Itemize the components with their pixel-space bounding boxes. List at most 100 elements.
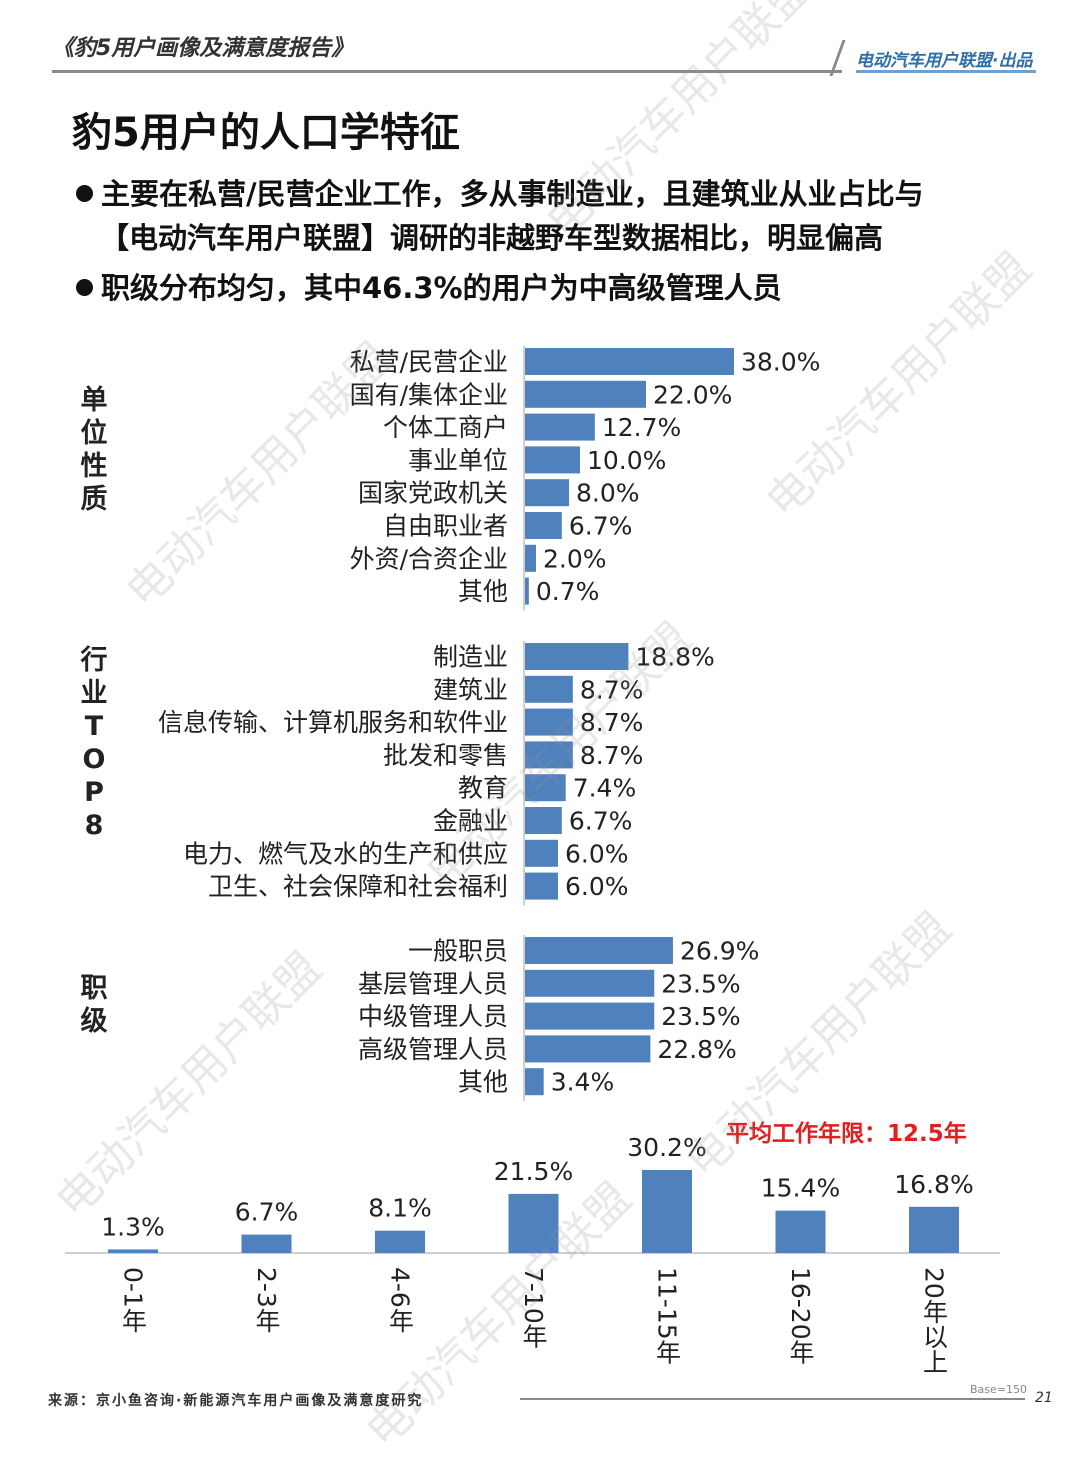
section-label-unit: 单位性质 [80, 385, 108, 515]
industry-value-label: 7.4% [573, 774, 637, 803]
report-title: 《豹5用户画像及满意度报告》 [52, 36, 354, 61]
level-category-label: 高级管理人员 [358, 1035, 508, 1064]
unit-category-label: 自由职业者 [383, 512, 508, 541]
page-number: 21 [1035, 1390, 1053, 1406]
level-category-label: 其他 [458, 1068, 508, 1097]
years-value-label: 8.1% [368, 1194, 432, 1223]
industry-bar [525, 741, 573, 769]
years-value-label: 15.4% [761, 1174, 840, 1203]
industry-category-label: 信息传输、计算机服务和软件业 [158, 708, 508, 737]
industry-category-label: 电力、燃气及水的生产和供应 [183, 839, 508, 868]
bullet-1: 主要在私营/民营企业工作，多从事制造业，且建筑业从业占比与 [76, 172, 924, 216]
industry-bar [525, 643, 629, 670]
industry-bar [525, 807, 562, 834]
bullet-dot-icon [76, 278, 93, 296]
base-note: Base=150 [970, 1383, 1027, 1396]
level-value-label: 3.4% [551, 1068, 615, 1097]
industry-value-label: 8.7% [580, 675, 644, 704]
section-label-level: 职级 [80, 973, 108, 1037]
industry-value-label: 6.7% [569, 807, 633, 836]
unit-bar [525, 577, 529, 605]
level-value-label: 22.8% [657, 1035, 736, 1064]
industry-value-label: 6.0% [565, 872, 629, 901]
bullet-2-line-1: 职级分布均匀，其中46.3%的用户为中高级管理人员 [101, 271, 782, 305]
years-value-label: 30.2% [627, 1133, 706, 1162]
industry-label-char: T [84, 711, 104, 742]
years-category-label: 11-15年 [653, 1267, 682, 1365]
unit-bar [525, 348, 734, 375]
average-years-note: 平均工作年限：12.5年 [726, 1120, 967, 1147]
unit-category-label: 国有/集体企业 [350, 380, 508, 409]
bullet-1-line-1: 主要在私营/民营企业工作，多从事制造业，且建筑业从业占比与 [101, 177, 924, 211]
industry-label-char: P [84, 777, 104, 808]
source-note: 来源：京小鱼咨询·新能源汽车用户画像及满意度研究 [48, 1393, 424, 1409]
unit-category-label: 其他 [458, 577, 508, 606]
industry-value-label: 6.0% [565, 839, 629, 868]
unit-bar [525, 380, 646, 408]
footer-divider [520, 1398, 1025, 1400]
level-value-label: 26.9% [680, 937, 759, 966]
years-value-label: 21.5% [494, 1157, 573, 1186]
years-category-label: 7-10年 [519, 1267, 548, 1349]
industry-value-label: 18.8% [635, 643, 714, 672]
years-category-label: 2-3年 [252, 1267, 281, 1333]
years-category-label: 16-20年 [786, 1267, 815, 1365]
unit-bar [525, 512, 562, 539]
level-bar [525, 1002, 655, 1030]
industry-bar [525, 872, 558, 900]
years-category-label: 0-1年 [119, 1267, 148, 1333]
level-bar [525, 937, 673, 964]
level-bar [525, 1068, 544, 1096]
page-title: 豹5用户的人口学特征 [72, 110, 460, 156]
unit-category-label: 个体工商户 [383, 413, 508, 442]
industry-label-char: 8 [84, 810, 104, 841]
industry-category-label: 批发和零售 [383, 741, 508, 770]
years-value-label: 6.7% [235, 1198, 299, 1227]
unit-value-label: 0.7% [536, 577, 600, 606]
years-bar [642, 1169, 692, 1253]
industry-bar [525, 708, 573, 736]
unit-value-label: 10.0% [587, 446, 666, 475]
unit-category-label: 国家党政机关 [358, 479, 508, 508]
unit-value-label: 2.0% [543, 544, 607, 573]
unit-value-label: 22.0% [653, 380, 732, 409]
industry-value-label: 8.7% [580, 741, 644, 770]
years-category-label: 4-6年 [386, 1267, 415, 1333]
years-bar [909, 1206, 959, 1253]
level-value-label: 23.5% [661, 1002, 740, 1031]
years-bar [508, 1193, 559, 1253]
level-value-label: 23.5% [661, 969, 740, 998]
unit-value-label: 12.7% [602, 413, 681, 442]
years-bar [775, 1210, 826, 1253]
industry-value-label: 8.7% [580, 708, 644, 737]
publisher-label: 电动汽车用户联盟·出品 [856, 51, 1033, 71]
industry-label-char: O [82, 744, 106, 775]
years-category-label: 20年以上 [920, 1267, 949, 1374]
unit-category-label: 外资/合资企业 [350, 544, 508, 573]
publisher-underline [856, 70, 1036, 73]
years-value-label: 1.3% [101, 1212, 165, 1241]
industry-bar [525, 675, 573, 703]
level-bar [525, 1035, 651, 1063]
level-category-label: 基层管理人员 [358, 969, 508, 998]
unit-bar [525, 479, 569, 507]
bullet-2: 职级分布均匀，其中46.3%的用户为中高级管理人员 [76, 266, 782, 310]
years-bar [241, 1234, 292, 1253]
years-bar [108, 1249, 158, 1253]
industry-category-label: 建筑业 [433, 675, 508, 704]
charts-canvas: 私营/民营企业 38.0% 国有/集体企业 22.0% 个体工商户 12.7% 事业单位 10… [65, 346, 1000, 1374]
bullet-1-line-2: 【电动汽车用户联盟】调研的非越野车型数据相比，明显偏高 [100, 221, 884, 255]
years-bar [375, 1230, 425, 1253]
industry-category-label: 制造业 [433, 643, 508, 672]
industry-label-char: 业 [80, 678, 108, 709]
industry-category-label: 教育 [458, 774, 508, 803]
industry-bar [525, 839, 558, 867]
bullet-dot-icon [76, 184, 93, 202]
industry-bar [525, 774, 566, 802]
unit-category-label: 事业单位 [408, 446, 508, 475]
industry-label-char: 行 [80, 645, 108, 676]
header-divider [52, 70, 842, 73]
industry-category-label: 金融业 [433, 807, 508, 836]
unit-value-label: 6.7% [569, 512, 633, 541]
years-value-label: 16.8% [894, 1170, 973, 1199]
